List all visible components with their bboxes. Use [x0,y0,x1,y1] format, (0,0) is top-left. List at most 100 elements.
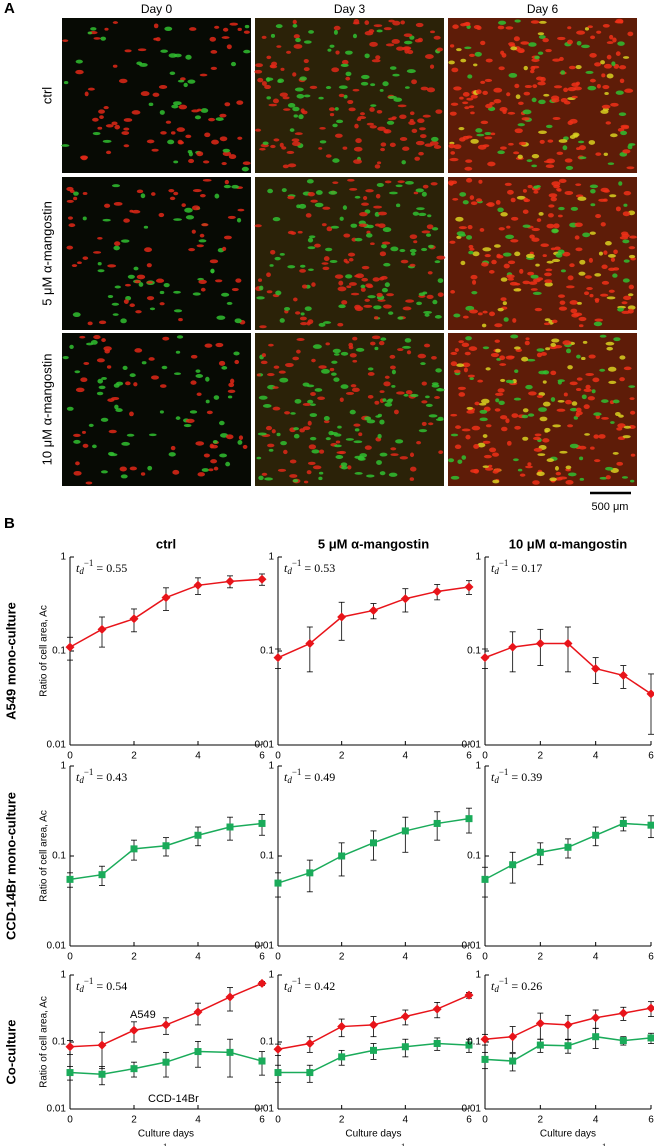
cell [468,346,478,351]
cell [488,311,496,317]
cell [198,279,207,284]
cell [575,407,582,413]
cell [305,213,312,218]
cell [548,204,555,208]
cell [343,233,351,238]
cell [507,260,516,265]
cell [286,150,295,155]
cell [266,55,272,60]
cell [523,197,529,202]
cell [345,71,352,77]
cell [543,322,551,326]
cell [268,343,274,347]
cell [215,342,224,348]
cell [270,249,276,255]
error-bar [99,1031,105,1070]
cell [433,145,442,149]
marker [370,1046,377,1054]
cell [542,370,550,375]
column-header: Day 3 [334,2,366,16]
cell [543,93,550,97]
rate-symbol: t [76,979,80,993]
cell [104,27,109,31]
x-tick-label: 6 [259,1115,265,1126]
cell [544,279,553,284]
cell [385,43,395,47]
cell [557,379,565,383]
cell [311,449,320,454]
cell [294,132,303,136]
cell [372,277,380,282]
cell [420,86,429,91]
cell [606,73,614,79]
marker [401,827,409,835]
cell [185,215,195,220]
cell [522,109,532,115]
cell [627,308,634,314]
cell [202,160,210,164]
rate-subscript: d [287,775,292,785]
cell [578,271,586,276]
cell [425,403,433,407]
cell [607,162,615,166]
cell [567,26,572,30]
cell [418,151,424,156]
cell [361,74,370,80]
marker [257,574,267,584]
cell [332,123,338,128]
x-tick-label: 2 [131,1115,137,1126]
marker [162,842,170,850]
cell [628,284,635,290]
cell [433,35,441,40]
rate-annotation: td−1 = 0.43 [76,767,127,785]
cell [599,293,609,297]
cell [409,452,415,458]
cell [619,236,629,240]
cell [571,95,578,99]
marker [647,821,654,829]
cell [393,97,403,102]
cell [481,262,489,267]
x-tick-label: 6 [466,751,472,762]
marker [369,605,378,615]
cell [599,368,606,372]
marker [305,639,315,649]
cell [303,58,309,64]
marker [98,871,106,879]
cell [542,401,551,407]
cell [409,477,415,481]
cell [299,76,307,81]
cell [302,426,311,431]
cell [150,375,159,380]
error-bar [402,816,409,853]
cell [329,367,335,372]
cell [101,338,106,343]
cell [514,83,520,89]
cell [354,237,363,242]
cell [617,307,624,312]
cell [565,465,572,470]
cell [482,310,488,314]
cell [273,138,280,142]
cell [311,282,316,287]
cell [129,373,136,378]
cell [227,395,233,399]
cell [319,127,326,130]
cell [123,118,133,122]
cell [84,91,89,97]
cell [224,179,229,185]
cell [462,22,470,26]
y-tick-label: 0.01 [47,740,67,751]
cell [477,442,486,448]
cell [601,104,611,109]
cell [553,85,563,89]
x-tick-label: 2 [538,751,544,762]
cell [424,143,433,147]
cell [321,223,327,227]
cell [436,255,446,260]
cell [364,298,370,302]
cell [312,344,322,349]
cell [102,218,111,222]
cell [556,188,562,192]
cell [143,225,149,229]
